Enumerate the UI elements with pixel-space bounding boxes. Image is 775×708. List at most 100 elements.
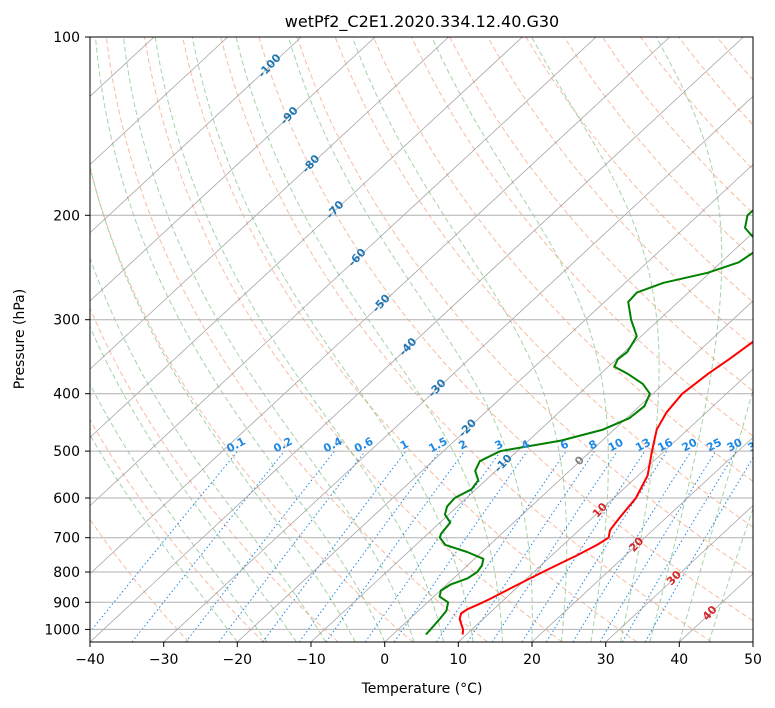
moist-adiabat xyxy=(95,37,386,642)
moist-adiabat xyxy=(287,37,533,642)
isotherm-line xyxy=(163,95,753,642)
mixing-ratio-label: 6 xyxy=(558,437,571,452)
isotherm-line xyxy=(752,641,753,642)
y-axis: 100 200 300 400 500 600 700 800 900 1000 xyxy=(44,30,90,638)
isotherm-line xyxy=(237,163,753,642)
dry-adiabat xyxy=(90,166,414,642)
y-tick-label: 800 xyxy=(53,565,80,581)
isotherm-line xyxy=(90,37,597,507)
mixing-ratio-line xyxy=(521,450,646,642)
isotherm-line xyxy=(605,505,753,642)
moist-adiabat xyxy=(235,37,503,642)
mixing-ratio-line xyxy=(262,450,407,642)
dry-adiabat xyxy=(640,37,753,170)
moist-adiabat xyxy=(90,164,356,642)
isotherm-line xyxy=(384,300,753,642)
mixing-ratio-line xyxy=(364,450,502,642)
x-tick-label: 40 xyxy=(670,652,688,668)
dry-adiabat xyxy=(143,37,563,642)
dry-adiabat xyxy=(334,37,753,528)
moist-adiabat xyxy=(649,37,723,642)
mixing-ratio-line xyxy=(435,450,567,642)
isotherm-line xyxy=(90,37,228,166)
isotherm-line xyxy=(0,37,7,642)
mixing-ratio-line xyxy=(90,450,239,633)
y-tick-label: 700 xyxy=(53,531,80,547)
x-axis: −40 −30 −20 −10 0 10 20 30 40 50 xyxy=(75,642,762,668)
moist-adiabat xyxy=(191,37,474,642)
moist-adiabat xyxy=(351,37,568,642)
mixing-ratio-line xyxy=(491,450,618,642)
y-tick-label: 200 xyxy=(53,208,80,224)
mixing-ratio-label: 2 xyxy=(456,437,469,452)
isotherm-line xyxy=(90,37,302,234)
dry-adiabat xyxy=(296,37,753,575)
moist-adiabat xyxy=(90,433,238,642)
isotherm-line xyxy=(679,573,753,642)
moist-adiabat xyxy=(431,37,609,642)
dry-adiabat xyxy=(449,37,753,392)
x-tick-label: 20 xyxy=(523,652,541,668)
mixing-ratio-label: 25 xyxy=(704,436,724,455)
moist-adiabat xyxy=(678,388,753,642)
y-tick-label: 500 xyxy=(53,444,80,460)
dry-adiabat xyxy=(105,37,488,642)
moist-adiabat xyxy=(90,256,327,642)
isotherms xyxy=(0,37,753,642)
mixing-ratio-label: 20 xyxy=(680,436,700,455)
dry-adiabat xyxy=(525,37,753,303)
chart-title: wetPf2_C2E1.2020.334.12.40.G30 xyxy=(285,12,559,32)
moist-adiabat xyxy=(154,37,445,642)
x-tick-label: 30 xyxy=(597,652,615,668)
x-tick-label: 10 xyxy=(449,652,467,668)
isotherm-line xyxy=(310,232,753,642)
mixing-ratio-line xyxy=(325,450,465,642)
mixing-ratio-label: 0.1 xyxy=(224,435,247,456)
mixing-ratio-line xyxy=(572,450,692,642)
mixing-ratio-label: 30 xyxy=(725,436,745,455)
isotherm-line xyxy=(90,37,744,642)
mixing-ratio-line xyxy=(218,450,366,642)
y-tick-label: 900 xyxy=(53,595,80,611)
x-tick-label: −20 xyxy=(223,652,253,668)
x-tick-label: 50 xyxy=(744,652,762,668)
x-tick-label: −40 xyxy=(75,652,105,668)
mixing-ratio-label: 1.5 xyxy=(426,435,449,456)
dewpoint-profile xyxy=(425,209,753,636)
dry-adiabat xyxy=(90,418,264,642)
moist-adiabat xyxy=(708,507,753,642)
dry-adiabat xyxy=(372,37,753,482)
isotherm-line xyxy=(90,37,670,575)
x-tick-label: 0 xyxy=(380,652,389,668)
y-tick-label: 300 xyxy=(53,313,80,329)
mixing-ratio-lines xyxy=(90,450,753,642)
dry-adiabat xyxy=(601,37,753,215)
temperature-profile xyxy=(458,340,753,635)
y-tick-label: 400 xyxy=(53,387,80,403)
x-tick-label: −30 xyxy=(149,652,179,668)
dry-adiabat xyxy=(563,37,753,259)
x-axis-title: Temperature (°C) xyxy=(361,681,483,697)
mixing-ratio-label: 0.6 xyxy=(352,435,376,456)
dry-adiabat xyxy=(258,37,753,622)
dry-adiabat xyxy=(716,37,753,81)
dry-adiabat xyxy=(487,37,753,348)
mixing-ratio-line xyxy=(599,450,717,642)
moist-adiabats xyxy=(90,37,753,642)
mixing-ratio-label: 13 xyxy=(633,436,653,455)
isotherm-line xyxy=(90,37,449,370)
isotherm-label: -100 xyxy=(255,51,284,80)
mixing-ratio-label: 36 xyxy=(746,436,766,455)
pressure-gridlines xyxy=(90,37,753,630)
moist-adiabat xyxy=(531,37,660,642)
dry-adiabat xyxy=(411,37,753,437)
y-tick-label: 100 xyxy=(53,30,80,46)
isotherm-line xyxy=(531,436,753,642)
x-tick-label: −10 xyxy=(296,652,326,668)
dry-adiabat xyxy=(755,37,775,642)
plot-area: -100-90-80-70-60-50-40-30-20-10 010203040… xyxy=(0,37,775,642)
mixing-ratio-line xyxy=(185,450,335,642)
y-axis-title: Pressure (hPa) xyxy=(12,289,28,389)
mixing-ratio-label: 0.4 xyxy=(321,435,345,456)
